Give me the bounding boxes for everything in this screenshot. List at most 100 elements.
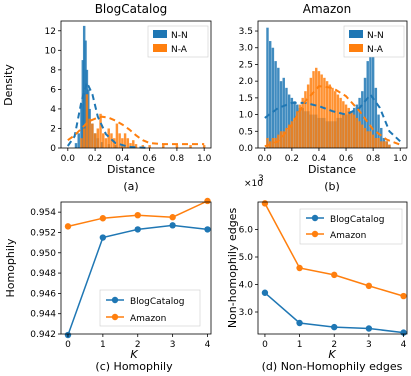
- hist-bar-n-a: [293, 117, 296, 148]
- hist-bar-n-a: [312, 71, 315, 148]
- hist-bar-n-n: [363, 77, 367, 148]
- y-tick-label: 0.950: [30, 249, 56, 259]
- x-tick-label: 0.0: [61, 154, 76, 164]
- x-tick-label: 0.2: [285, 154, 299, 164]
- legend-swatch-na: [349, 44, 363, 52]
- hist-bar-n-a: [336, 94, 340, 148]
- panel-a-marks: [66, 25, 206, 149]
- panel-d-caption: (d) Non-Homophily edges: [262, 360, 403, 373]
- panel-a-frame: [60, 20, 212, 149]
- hist-bar-n-a: [377, 137, 380, 148]
- legend-marker-amazon: [111, 313, 119, 321]
- hist-bar-n-n: [84, 40, 87, 148]
- hist-bar-n-a: [82, 128, 86, 148]
- y-tick-label: 12: [45, 27, 56, 37]
- kde-curve-n-n: [66, 79, 150, 149]
- hist-bar-n-n: [366, 61, 369, 148]
- hist-bar-n-a: [301, 97, 304, 148]
- y-tick-label: 10: [45, 46, 57, 56]
- y-tick-label: 2.5: [239, 60, 253, 70]
- data-point-blogcatalog: [169, 222, 176, 229]
- hist-bar-n-a: [162, 145, 165, 148]
- data-point-amazon: [169, 214, 176, 221]
- hist-bar-n-a: [80, 138, 83, 148]
- hist-bar-n-n: [285, 87, 288, 148]
- hist-bar-n-a: [342, 101, 345, 148]
- hist-bar-n-a: [304, 91, 307, 148]
- hist-bar-n-a: [96, 128, 100, 148]
- legend-frame: [299, 208, 403, 245]
- hist-bar-n-n: [287, 94, 291, 148]
- hist-bar-n-a: [104, 138, 108, 148]
- hist-bar-n-a: [285, 127, 288, 148]
- hist-bar-n-a: [331, 87, 334, 148]
- hist-bar-n-a: [339, 97, 342, 148]
- kde-curve-n-a: [67, 115, 205, 146]
- x-tick-label: 0.8: [170, 154, 185, 164]
- x-tick-label: 2: [331, 340, 337, 350]
- panel-c-xlabel: K: [130, 348, 138, 361]
- panel-d-xlabel: K: [328, 348, 336, 361]
- y-tick-label: 6.0: [239, 226, 254, 236]
- hist-bar-n-a: [306, 84, 310, 148]
- panel-c-caption: (c) Homophily: [95, 360, 173, 373]
- hist-bar-n-a: [85, 94, 89, 148]
- x-tick-label: 0.0: [258, 154, 273, 164]
- hist-bar-n-a: [118, 133, 121, 148]
- panel-d-multiplier: ×10: [244, 179, 263, 189]
- x-tick-label: 1: [100, 340, 106, 350]
- hist-bar-n-a: [388, 144, 391, 148]
- hist-bar-n-a: [129, 143, 132, 148]
- hist-bar-n-a: [382, 141, 386, 148]
- x-tick-label: 1.0: [393, 154, 408, 164]
- panel-b-marks: [264, 27, 401, 149]
- x-tick-label: 3: [170, 340, 176, 350]
- x-tick-label: 0: [262, 340, 268, 350]
- hist-bar-n-a: [296, 111, 299, 148]
- hist-bar-n-a: [298, 104, 302, 148]
- hist-bar-n-n: [277, 67, 280, 148]
- data-point-blogcatalog: [365, 325, 373, 332]
- hist-bar-n-n: [361, 91, 364, 148]
- hist-bar-n-a: [344, 104, 348, 148]
- data-point-amazon: [64, 223, 72, 230]
- panel-a-xlabel: Distance: [107, 163, 155, 176]
- x-tick-label: 2: [135, 340, 141, 350]
- legend-label-amazon: Amazon: [330, 231, 366, 241]
- y-tick-label: 3.0: [239, 44, 254, 54]
- y-tick-label: 1.5: [239, 94, 253, 104]
- hist-bar-n-a: [374, 137, 378, 148]
- hist-bar-n-a: [358, 121, 361, 148]
- hist-bar-n-n: [377, 114, 380, 148]
- hist-bar-n-a: [271, 137, 275, 148]
- legend-swatch-nn: [349, 30, 363, 38]
- x-tick-label: 0.8: [366, 154, 381, 164]
- hist-bar-n-n: [271, 47, 275, 148]
- legend-label-blogcatalog: BlogCatalog: [130, 297, 184, 307]
- legend-swatch-na: [153, 44, 167, 52]
- panel-c-ylabel: Homophily: [4, 238, 17, 298]
- hist-bar-n-n: [274, 61, 277, 148]
- hist-bar-n-a: [202, 145, 206, 148]
- hist-bar-n-a: [88, 118, 91, 148]
- hist-bar-n-a: [369, 131, 372, 148]
- x-tick-label: 0.6: [142, 154, 157, 164]
- hist-bar-n-a: [287, 124, 291, 148]
- data-point-amazon: [204, 197, 211, 205]
- hist-bar-n-a: [123, 133, 127, 148]
- panel-c-ticks: 0 1 2 3 4 0.942 0.944 0.946 0.948 0.950 0.952 0.954: [30, 208, 210, 350]
- x-tick-label: 4: [401, 340, 407, 350]
- panel-a-legend: N-N N-A: [147, 25, 209, 58]
- panel-b: Amazon 0.0 0.2 0.4 0.6 0.8 1.0 0.0 0.5 1.0 1.5 2.0…: [239, 2, 408, 193]
- data-point-blogcatalog: [204, 226, 211, 233]
- y-tick-label: 4: [50, 105, 56, 115]
- hist-bar-n-n: [380, 127, 383, 148]
- x-tick-label: 0: [65, 340, 71, 350]
- panel-a-title: BlogCatalog: [95, 2, 168, 16]
- panel-b-caption: (b): [324, 180, 340, 193]
- hist-bar-n-a: [380, 141, 383, 148]
- panel-d-marks: [261, 200, 407, 336]
- data-point-blogcatalog: [331, 323, 338, 331]
- x-tick-label: 3: [366, 340, 372, 350]
- legend-label-nn: N-N: [367, 31, 384, 41]
